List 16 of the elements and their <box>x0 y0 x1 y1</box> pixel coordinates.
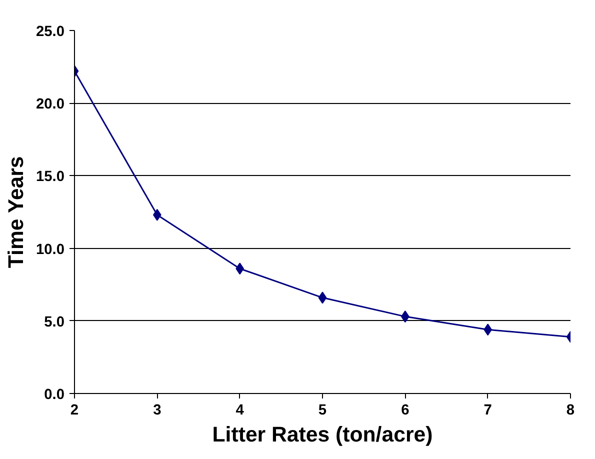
x-tick-label: 6 <box>401 402 410 418</box>
x-tick-label: 3 <box>153 402 162 418</box>
y-tick-label: 0.0 <box>44 387 64 403</box>
x-tick-label: 7 <box>484 402 492 418</box>
x-tick-label: 5 <box>318 402 327 418</box>
y-tick-label: 10.0 <box>36 242 65 258</box>
y-tick-label: 5.0 <box>44 314 64 330</box>
point <box>318 292 327 304</box>
x-axis-title: Litter Rates (ton/acre) <box>212 422 433 446</box>
x-tick-label: 2 <box>70 402 79 418</box>
y-tick-label: 25.0 <box>36 24 65 40</box>
y-axis-title: Time Years <box>4 156 28 268</box>
x-tick-label: 8 <box>566 402 575 418</box>
y-tick-label: 20.0 <box>36 96 65 113</box>
x-tick-label: 4 <box>236 402 245 418</box>
y-tick-label: 15.0 <box>36 169 65 186</box>
